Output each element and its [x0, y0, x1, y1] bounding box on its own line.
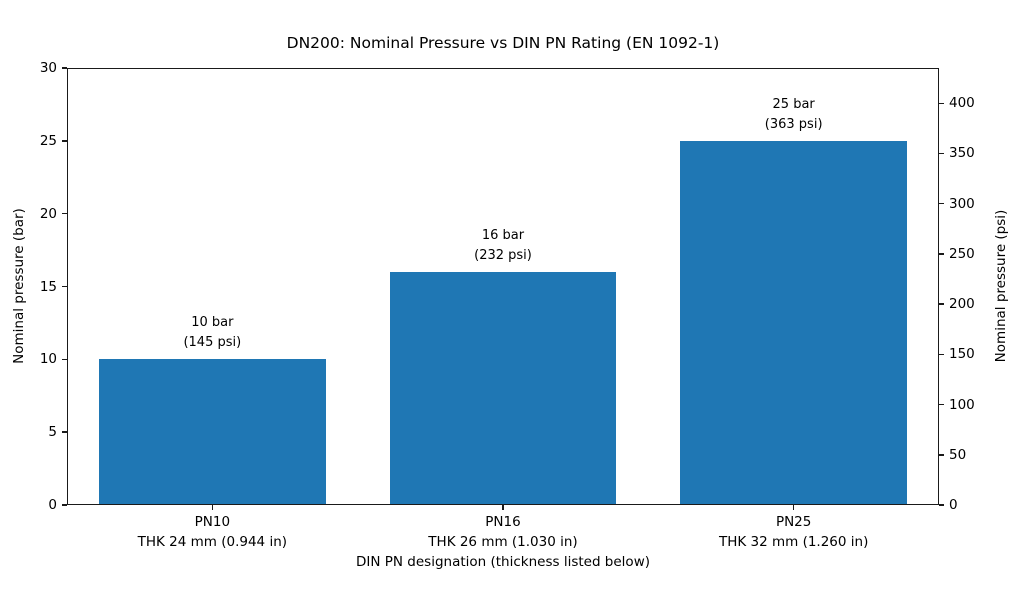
bar-value-label: 16 bar (232 psi): [474, 226, 532, 266]
y-tick-mark-left: [62, 212, 67, 215]
y-tick-mark-left: [62, 67, 67, 69]
y-tick-label-left: 0: [48, 497, 57, 513]
y-tick-mark-left: [62, 504, 67, 506]
x-tick-label-pn25: PN25 THK 32 mm (1.260 in): [719, 512, 868, 552]
y-tick-label-left: 25: [39, 132, 57, 149]
x-tick-label-pn10: PN10 THK 24 mm (0.944 in): [138, 512, 287, 552]
y-axis-label-right: Nominal pressure (psi): [993, 209, 1009, 363]
y-tick-mark-left: [62, 358, 67, 361]
y-tick-mark-right: [939, 353, 944, 356]
bar-value-line-bar: 10 bar: [191, 315, 234, 331]
y-tick-label-left: 15: [39, 278, 57, 295]
plot-spines: [67, 68, 939, 505]
x-tick-mark: [502, 505, 504, 510]
y-tick-label-left: 20: [39, 205, 57, 222]
bar-pn25: [680, 140, 908, 505]
y-tick-mark-right: [939, 102, 944, 104]
bar-value-line-bar: 16 bar: [481, 227, 525, 243]
y-tick-label-right: 0: [949, 497, 958, 513]
y-tick-mark-right: [939, 454, 944, 456]
y-tick-label-right: 400: [949, 95, 975, 112]
y-tick-mark-left: [62, 431, 67, 433]
y-tick-label-right: 100: [949, 396, 975, 413]
x-tick-category: PN16: [485, 514, 521, 530]
bar-value-line-psi: (363 psi): [764, 116, 823, 132]
y-tick-mark-left: [62, 140, 67, 142]
y-tick-label-right: 50: [949, 446, 967, 463]
x-tick-category: PN10: [194, 514, 231, 530]
x-tick-mark: [211, 505, 214, 510]
y-tick-label-right: 300: [949, 195, 975, 212]
y-tick-label-right: 150: [949, 346, 975, 363]
y-tick-label-left: 5: [48, 424, 57, 441]
x-tick-label-pn16: PN16 THK 26 mm (1.030 in): [428, 512, 577, 552]
x-tick-thickness: THK 24 mm (0.944 in): [137, 534, 288, 550]
y-tick-label-right: 350: [949, 145, 975, 162]
y-tick-mark-right: [939, 403, 944, 406]
y-tick-mark-right: [939, 504, 944, 506]
bar-value-line-psi: (145 psi): [183, 335, 242, 351]
bar-pn16: [389, 271, 617, 505]
x-tick-mark: [792, 505, 795, 510]
y-tick-mark-right: [939, 253, 944, 255]
chart-title: DN200: Nominal Pressure vs DIN PN Rating…: [286, 34, 720, 52]
y-tick-label-right: 250: [949, 245, 975, 262]
y-tick-mark-right: [939, 303, 944, 305]
x-tick-category: PN25: [775, 514, 812, 530]
x-axis-label: DIN PN designation (thickness listed bel…: [355, 554, 651, 570]
bar-value-line-bar: 25 bar: [772, 96, 815, 112]
y-tick-label-right: 200: [949, 296, 975, 313]
x-tick-thickness: THK 32 mm (1.260 in): [718, 534, 869, 550]
x-tick-thickness: THK 26 mm (1.030 in): [428, 534, 578, 550]
y-tick-mark-right: [939, 152, 944, 155]
bar-value-line-psi: (232 psi): [474, 247, 532, 263]
y-tick-mark-right: [939, 202, 944, 205]
y-tick-label-left: 10: [39, 351, 57, 368]
y-tick-mark-left: [62, 285, 67, 288]
y-tick-label-left: 30: [39, 60, 57, 76]
bar-value-label: 25 bar (363 psi): [765, 95, 823, 135]
bar-pn10: [98, 359, 326, 505]
bar-value-label: 10 bar (145 psi): [183, 313, 241, 353]
